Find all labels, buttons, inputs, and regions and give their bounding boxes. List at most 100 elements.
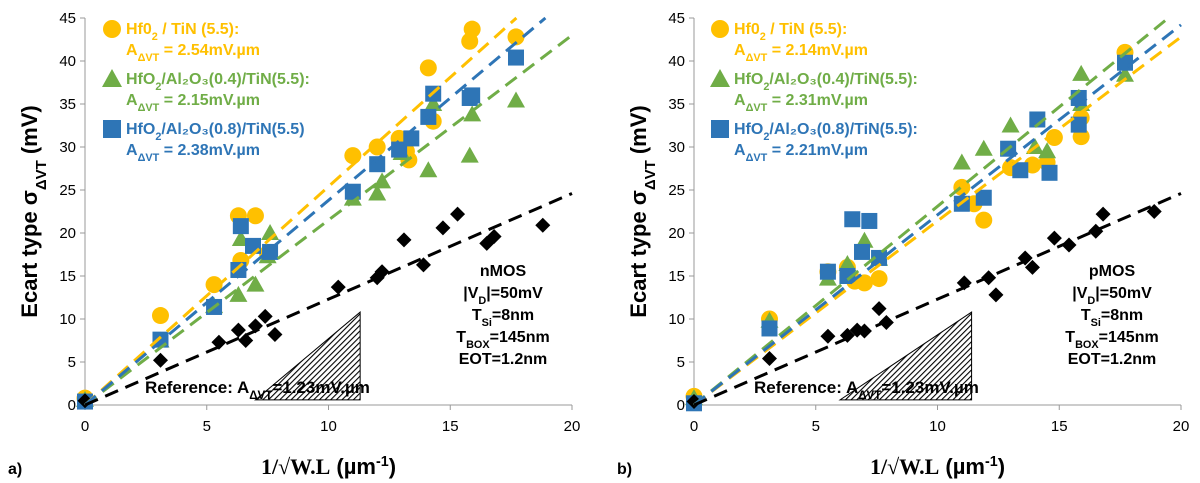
- series-2-point: [1115, 65, 1134, 82]
- condition-line: |VD|=50mV: [1072, 285, 1152, 307]
- series-3-point: [1041, 164, 1058, 181]
- reference-point: [267, 326, 283, 342]
- y-axis-label: Ecart type σΔVT (mV): [626, 105, 659, 317]
- panel-label: a): [8, 461, 22, 478]
- series-3-trend-line: [693, 23, 1182, 407]
- legend-series-3-name: HfO2/Al₂O₃(0.8)/TiN(5.5):: [734, 121, 918, 143]
- series-3-point: [344, 183, 361, 200]
- legend-series-3-name: HfO2/Al₂O₃(0.8)/TiN(5.5): [126, 121, 305, 143]
- reference-point: [435, 220, 451, 236]
- series-1-point: [151, 307, 169, 325]
- legend-series-2-avt-post: = 2.31mV.µm: [767, 92, 868, 109]
- series-3-point: [369, 156, 386, 173]
- y-tick-label: 25: [668, 182, 685, 199]
- condition-line-pre: T: [1081, 307, 1091, 324]
- legend-series-1-avt-pre: A: [126, 42, 138, 59]
- series-2-point: [368, 184, 387, 201]
- series-2-point: [506, 91, 525, 108]
- x-tick-label: 10: [320, 418, 337, 435]
- series-1-point: [975, 211, 993, 229]
- condition-line-pre: |V: [1072, 285, 1087, 302]
- y-tick-label: 20: [668, 225, 685, 242]
- reference-label-pre: Reference: A: [145, 378, 249, 397]
- y-tick-label: 15: [668, 268, 685, 285]
- legend-series-3-avt-pre: A: [126, 142, 138, 159]
- device-label: nMOS: [480, 263, 527, 280]
- series-2-point: [838, 254, 857, 271]
- x-tick-label: 20: [564, 418, 581, 435]
- reference-point: [1046, 230, 1062, 246]
- condition-line-pre: T: [1065, 329, 1075, 346]
- y-tick-label: 15: [59, 268, 76, 285]
- series-1-trend-line: [83, 16, 518, 407]
- y-axis-label-pre: Ecart type σ: [626, 190, 651, 318]
- reference-point: [211, 334, 227, 350]
- series-3-point: [854, 243, 871, 260]
- series-1-point: [507, 28, 525, 46]
- reference-label-sub: ΔVT: [249, 390, 272, 402]
- condition-line: EOT=1.2nm: [1068, 351, 1156, 368]
- series-2-point: [373, 172, 392, 189]
- condition-line-post: |=50mV: [486, 285, 543, 302]
- x-axis-formula: 1/√W.L: [261, 454, 330, 479]
- series-3-point: [861, 212, 878, 229]
- reference-point: [761, 351, 777, 367]
- legend-series-2-name-post: /Al₂O₃(0.4)/TiN(5.5):: [769, 71, 917, 88]
- legend-square-marker: [711, 120, 729, 138]
- series-2-point: [855, 231, 874, 248]
- x-axis-unit-exponent: -1: [376, 454, 389, 470]
- x-axis-formula: 1/√W.L: [870, 454, 939, 479]
- series-1-point: [344, 147, 362, 165]
- condition-line-post: |=50mV: [1095, 285, 1152, 302]
- legend-series-2-name-post: /Al₂O₃(0.4)/TiN(5.5):: [161, 71, 309, 88]
- series-3-point: [844, 211, 861, 228]
- reference-point: [486, 228, 502, 244]
- x-axis-unit-exponent: -1: [985, 454, 998, 470]
- reference-point: [535, 217, 551, 233]
- legend-series-1-name-pre: Hf0: [734, 21, 760, 38]
- series-2-point: [1001, 116, 1020, 133]
- legend-series-1-avt-sub: ΔVT: [138, 52, 160, 64]
- y-tick-label: 45: [668, 10, 685, 27]
- series-3-trend-line: [84, 16, 547, 407]
- condition-line-pre: T: [456, 329, 466, 346]
- reference-point: [871, 301, 887, 317]
- x-axis-unit-close: ): [998, 454, 1005, 479]
- x-axis-label: 1/√W.L (µm-1): [870, 454, 1005, 479]
- reference-label-pre: Reference: A: [754, 378, 858, 397]
- condition-line-pre: |V: [463, 285, 478, 302]
- condition-line: |VD|=50mV: [463, 285, 543, 307]
- y-axis-label-pre: Ecart type σ: [17, 190, 42, 318]
- reference-point: [230, 322, 246, 338]
- x-tick-label: 0: [690, 418, 698, 435]
- legend-triangle-marker: [710, 69, 730, 87]
- series-2-point: [1072, 64, 1091, 81]
- reference-point: [330, 279, 346, 295]
- series-3-point: [975, 189, 992, 206]
- legend-series-1-avt: AΔVT = 2.14mV.µm: [734, 42, 868, 64]
- legend-series-2-name-sub: 2: [155, 81, 161, 93]
- series-2-point: [460, 146, 479, 163]
- reference-label-post: =1.23mV.µm: [881, 378, 979, 397]
- legend-circle-marker: [103, 20, 121, 38]
- series-3-point: [1012, 162, 1029, 179]
- legend-series-1-name-pre: Hf0: [126, 21, 152, 38]
- legend-series-2-avt-pre: A: [734, 92, 746, 109]
- reference-slope-triangle: [254, 311, 361, 401]
- condition-line-post: =8nm: [1101, 307, 1143, 324]
- device-label: pMOS: [1089, 263, 1136, 280]
- reference-point: [1095, 206, 1111, 222]
- x-tick-label: 0: [81, 418, 89, 435]
- legend-series-1-avt-pre: A: [734, 42, 746, 59]
- series-2-point: [229, 285, 248, 302]
- condition-line-sub: BOX: [466, 339, 490, 351]
- legend-series-3-avt-post: = 2.21mV.µm: [767, 142, 868, 159]
- reference-trend-line: [693, 192, 1182, 407]
- reference-point: [686, 394, 702, 410]
- condition-line: TBOX=145nm: [456, 329, 549, 351]
- series-2-point: [974, 139, 993, 156]
- y-tick-label: 10: [59, 311, 76, 328]
- reference-point: [247, 318, 263, 334]
